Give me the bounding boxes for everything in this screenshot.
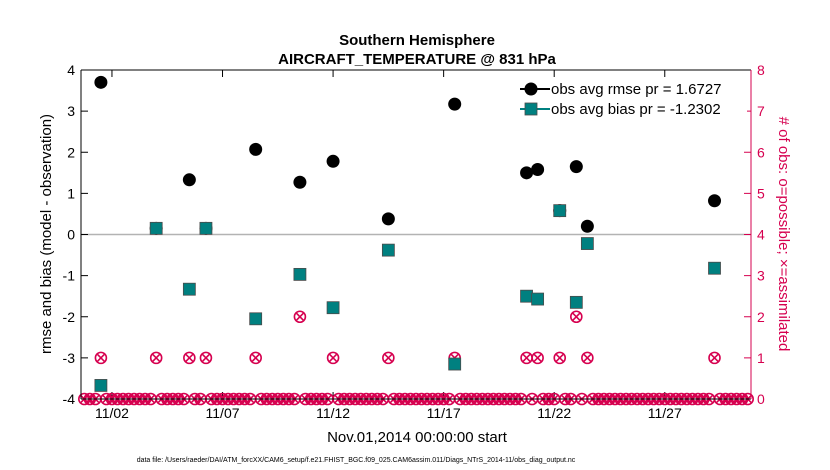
y-tick-label: 1 xyxy=(67,185,75,201)
rmse-point xyxy=(569,160,583,174)
y-right-tick-label: 0 xyxy=(757,391,765,407)
x-tick-label: 11/27 xyxy=(648,405,682,421)
y-right-tick-label: 6 xyxy=(757,144,765,160)
y-axis-label-left: rmse and bias (model - observation) xyxy=(38,114,55,354)
rmse-point xyxy=(182,173,196,187)
rmse-point xyxy=(326,154,340,168)
y-tick-label: 0 xyxy=(67,227,75,243)
legend: obs avg rmse pr = 1.6727 obs avg bias pr… xyxy=(513,77,747,122)
obs-count-point xyxy=(149,351,163,365)
bias-point xyxy=(580,237,594,250)
x-tick-label: 11/22 xyxy=(537,405,571,421)
legend-bias-label: obs avg bias pr = -1.2302 xyxy=(551,101,721,118)
bias-point xyxy=(381,243,395,257)
legend-rmse-marker xyxy=(524,82,538,96)
y-tick-label: 4 xyxy=(67,62,75,78)
legend-rmse-label: obs avg rmse pr = 1.6727 xyxy=(551,81,722,98)
rmse-point xyxy=(531,163,545,177)
obs-count-point xyxy=(183,351,196,365)
y-right-tick-label: 4 xyxy=(757,227,765,243)
obs-count-point xyxy=(382,351,395,365)
bias-point xyxy=(149,221,163,235)
bias-point xyxy=(553,204,567,218)
bias-point xyxy=(448,357,462,371)
rmse-point xyxy=(448,97,462,111)
obs-count-point xyxy=(94,351,108,365)
y-axis-label-right: # of obs: o=possible; ×=assimilated xyxy=(775,117,792,352)
bias-point xyxy=(531,292,545,306)
rmse-point xyxy=(580,219,594,233)
bias-point xyxy=(94,379,108,392)
x-axis-label: Nov.01,2014 00:00:00 start xyxy=(327,429,508,446)
y-right-tick-label: 5 xyxy=(757,185,765,201)
y-tick-label: 3 xyxy=(67,103,75,119)
chart-subtitle: AIRCRAFT_TEMPERATURE @ 831 hPa xyxy=(278,51,556,68)
y-right-tick-label: 7 xyxy=(757,103,765,119)
bias-point xyxy=(708,261,721,275)
obs-count-point xyxy=(199,351,213,365)
bias-point xyxy=(520,289,533,303)
x-tick-label: 11/02 xyxy=(95,405,129,421)
plot-area: -4 -3 -2 -1 0 1 2 3 4 0 1 2 3 4 5 6 7 8 11/02 11/07 11/12 11/… xyxy=(63,62,765,421)
bias-point xyxy=(293,267,307,281)
obs-count-point xyxy=(581,351,594,365)
x-tick-label: 11/07 xyxy=(206,405,240,421)
rmse-point xyxy=(293,175,307,189)
legend-bias-marker xyxy=(524,102,538,116)
y-tick-label: -2 xyxy=(63,309,76,325)
bias-point xyxy=(569,295,583,309)
y-tick-label: -3 xyxy=(63,350,76,366)
obs-count-point xyxy=(249,351,262,365)
rmse-point xyxy=(520,166,534,180)
y-tick-label: 2 xyxy=(67,144,75,160)
obs-count-point xyxy=(293,310,307,324)
legend-box xyxy=(513,77,747,122)
y-tick-label: -1 xyxy=(63,268,76,284)
bias-point xyxy=(199,221,213,235)
y-right-tick-label: 1 xyxy=(757,350,765,366)
x-tick-label: 11/12 xyxy=(316,405,350,421)
obs-count-point xyxy=(326,351,340,365)
rmse-point xyxy=(708,194,722,208)
obs-count-point xyxy=(708,351,721,365)
y-tick-label: -4 xyxy=(63,391,76,407)
rmse-point xyxy=(94,75,108,89)
rmse-point xyxy=(249,142,263,156)
y-right-tick-label: 8 xyxy=(757,62,765,78)
bias-point xyxy=(249,312,263,326)
obs-count-point xyxy=(531,351,544,365)
bias-point xyxy=(182,282,196,296)
x-tick-label: 11/17 xyxy=(427,405,461,421)
bias-point xyxy=(326,301,340,315)
chart-title: Southern Hemisphere xyxy=(339,32,495,49)
obs-count-point xyxy=(570,310,583,324)
data-file-footnote: data file: /Users/raeder/DAI/ATM_forcXX/… xyxy=(137,457,576,464)
obs-count-point xyxy=(553,351,567,365)
y-right-tick-label: 2 xyxy=(757,309,765,325)
y-right-tick-label: 3 xyxy=(757,268,765,284)
rmse-point xyxy=(381,212,395,226)
